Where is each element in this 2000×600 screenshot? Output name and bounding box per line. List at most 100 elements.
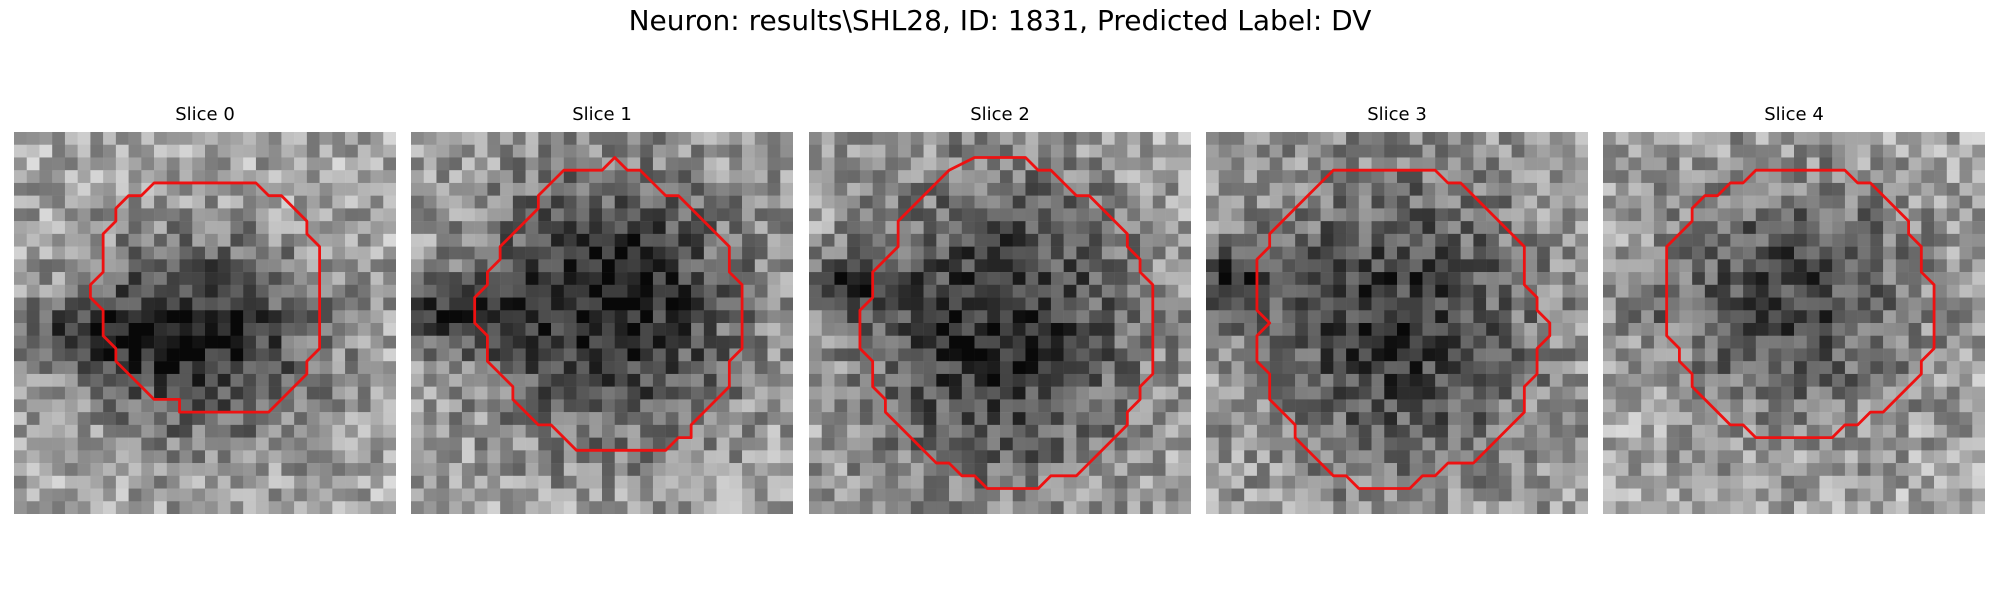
pixel: [1153, 157, 1166, 170]
pixel: [154, 157, 167, 170]
pixel: [1524, 196, 1537, 209]
pixel: [1270, 450, 1283, 463]
pixel: [1921, 298, 1934, 311]
pixel: [14, 476, 27, 489]
pixel: [1397, 259, 1410, 272]
pixel: [666, 450, 679, 463]
pixel: [1076, 361, 1089, 374]
pixel: [487, 476, 500, 489]
pixel: [729, 489, 742, 502]
pixel: [1870, 501, 1883, 514]
pixel: [987, 221, 1000, 234]
pixel: [678, 145, 691, 158]
pixel: [666, 157, 679, 170]
pixel: [205, 272, 218, 285]
pixel: [1499, 285, 1512, 298]
pixel: [564, 145, 577, 158]
pixel: [1051, 310, 1064, 323]
pixel: [962, 374, 975, 387]
pixel: [1435, 374, 1448, 387]
pixel: [640, 298, 653, 311]
pixel: [742, 157, 755, 170]
pixel: [729, 476, 742, 489]
pixel: [949, 170, 962, 183]
pixel: [653, 259, 666, 272]
pixel: [653, 399, 666, 412]
pixel: [627, 374, 640, 387]
pixel: [1947, 489, 1960, 502]
pixel: [1628, 438, 1641, 451]
pixel: [1410, 463, 1423, 476]
pixel: [653, 387, 666, 400]
pixel: [1807, 272, 1820, 285]
pixel: [1654, 132, 1667, 145]
pixel: [691, 310, 704, 323]
pixel: [1076, 323, 1089, 336]
pixel: [1563, 463, 1576, 476]
pixel: [755, 476, 768, 489]
pixel: [371, 463, 384, 476]
pixel: [1807, 336, 1820, 349]
pixel: [1051, 387, 1064, 400]
pixel: [1013, 361, 1026, 374]
pixel: [975, 310, 988, 323]
pixel: [1397, 425, 1410, 438]
pixel: [52, 234, 65, 247]
pixel: [640, 425, 653, 438]
pixel: [1934, 387, 1947, 400]
pixel: [1051, 323, 1064, 336]
pixel: [1178, 476, 1191, 489]
pixel: [1064, 476, 1077, 489]
pixel: [192, 463, 205, 476]
pixel: [1909, 285, 1922, 298]
pixel: [847, 323, 860, 336]
pixel: [1270, 272, 1283, 285]
pixel: [154, 259, 167, 272]
pixel: [1845, 501, 1858, 514]
pixel: [1769, 310, 1782, 323]
pixel: [1769, 489, 1782, 502]
pixel: [1550, 145, 1563, 158]
pixel: [780, 221, 793, 234]
pixel: [1076, 234, 1089, 247]
pixel: [154, 170, 167, 183]
pixel: [1858, 208, 1871, 221]
pixel: [14, 361, 27, 374]
pixel: [1921, 170, 1934, 183]
pixel: [103, 450, 116, 463]
pixel: [1575, 170, 1588, 183]
pixel: [1448, 170, 1461, 183]
pixel: [294, 132, 307, 145]
pixel: [1947, 438, 1960, 451]
pixel: [1909, 476, 1922, 489]
pixel: [742, 170, 755, 183]
pixel: [768, 285, 781, 298]
pixel: [371, 310, 384, 323]
pixel: [1934, 183, 1947, 196]
pixel: [538, 387, 551, 400]
pixel: [65, 361, 78, 374]
pixel: [1807, 412, 1820, 425]
pixel: [1231, 183, 1244, 196]
pixel: [987, 145, 1000, 158]
pixel: [602, 132, 615, 145]
pixel: [1781, 196, 1794, 209]
pixel: [1960, 247, 1973, 260]
pixel: [1692, 476, 1705, 489]
pixel: [1819, 170, 1832, 183]
pixel: [1244, 361, 1257, 374]
pixel: [653, 145, 666, 158]
pixel: [1333, 298, 1346, 311]
pixel: [436, 463, 449, 476]
pixel: [1524, 247, 1537, 260]
pixel: [1038, 501, 1051, 514]
pixel: [307, 412, 320, 425]
pixel: [103, 361, 116, 374]
pixel: [1115, 234, 1128, 247]
pixel: [1206, 221, 1219, 234]
pixel: [90, 374, 103, 387]
pixel: [717, 272, 730, 285]
pixel: [873, 170, 886, 183]
pixel: [14, 170, 27, 183]
pixel: [1231, 310, 1244, 323]
